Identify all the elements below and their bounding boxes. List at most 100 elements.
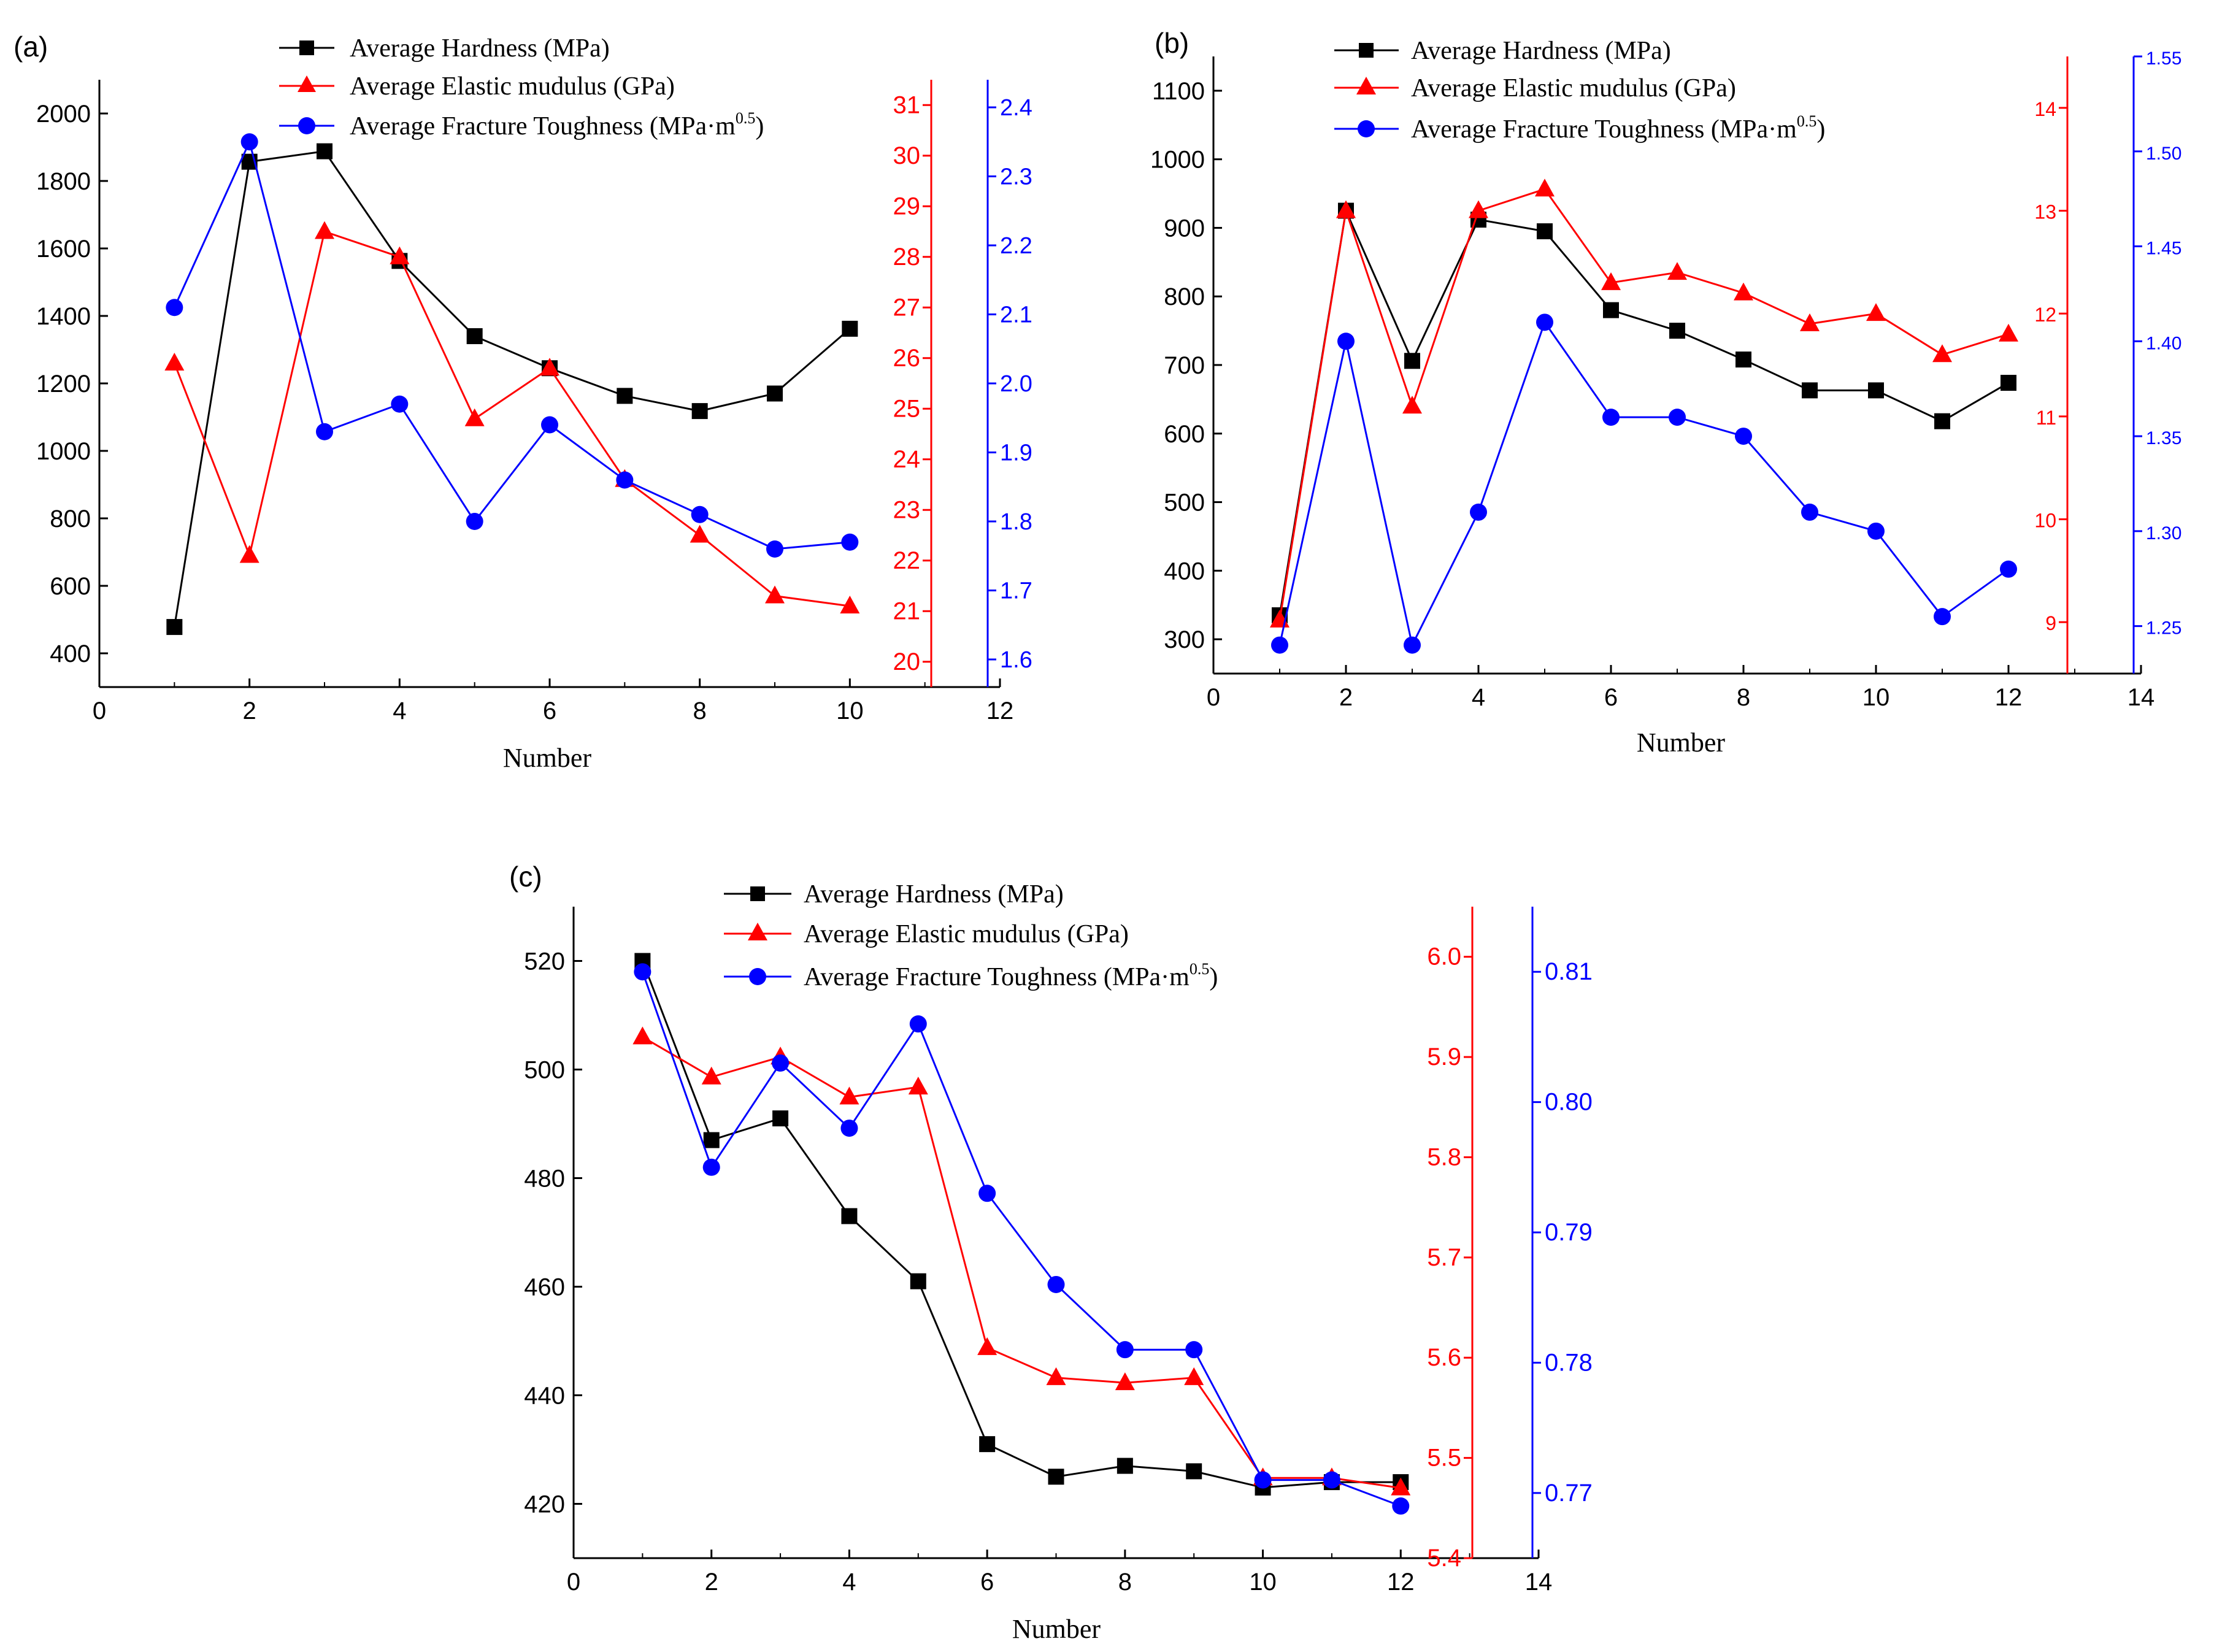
- modulus-point: [1601, 272, 1621, 290]
- hardness-point: [2001, 375, 2016, 391]
- y-left-tick-label: 1200: [36, 371, 91, 398]
- legend-toughness-label: Average Fracture Toughness (MPa·m0.5): [1411, 112, 1825, 144]
- toughness-point: [316, 423, 333, 440]
- y-left-tick-label: 800: [50, 505, 91, 532]
- y-left-tick-label: 440: [524, 1383, 565, 1410]
- toughness-series-line: [173, 139, 850, 550]
- y-left-tick-label: 1600: [36, 236, 91, 263]
- y-left-tick-label: 300: [1164, 626, 1205, 653]
- legend-toughness-marker: [1358, 120, 1375, 137]
- hardness-point: [979, 1436, 996, 1453]
- x-tick-label: 2: [705, 1569, 718, 1596]
- y-right-modulus-tick-label: 14: [2034, 98, 2056, 120]
- y-right-toughness-tick-label: 0.77: [1545, 1480, 1593, 1507]
- legend-toughness-suffix: ): [1209, 963, 1218, 991]
- legend-hardness-marker: [750, 886, 765, 901]
- y-right-toughness-tick-label: 1.25: [2146, 618, 2181, 639]
- legend: Average Hardness (MPa) Average Elastic m…: [1334, 37, 1825, 144]
- legend-toughness-suffix: ): [755, 112, 764, 140]
- x-tick-label: 8: [1737, 684, 1750, 711]
- modulus-point: [765, 585, 785, 604]
- hardness-point: [466, 328, 483, 344]
- legend-hardness-label: Average Hardness (MPa): [804, 880, 1064, 909]
- hardness-point: [317, 143, 332, 159]
- y-right-modulus-tick-label: 23: [893, 496, 921, 523]
- y-left-tick-label: 1100: [1152, 78, 1205, 105]
- toughness-point: [1116, 1341, 1134, 1359]
- modulus-point: [464, 408, 485, 426]
- y-right-toughness-tick-label: 1.45: [2146, 239, 2181, 259]
- plot-area: 0 2 4 6 8 10 12 14 420 440 460 480 500 520 5.4 5.5 5.6 5.…: [524, 907, 1593, 1596]
- modulus-point: [1999, 323, 2018, 342]
- y-left-tick-label: 400: [1164, 558, 1205, 585]
- hardness-point: [1802, 382, 1818, 399]
- panel-a: (a) Number Average Hardness (MPa) Averag…: [13, 31, 1032, 773]
- toughness-point: [978, 1185, 996, 1202]
- x-tick-label: 12: [1387, 1569, 1415, 1596]
- toughness-point: [702, 1158, 720, 1176]
- toughness-point: [1735, 428, 1752, 445]
- y-right-modulus-tick-label: 24: [893, 446, 921, 473]
- panel-b: (b) Number Average Hardness (MPa) Averag…: [1150, 27, 2181, 758]
- y-right-toughness-tick-label: 1.7: [1000, 578, 1032, 604]
- y-left-tick-label: 1000: [1150, 147, 1205, 174]
- toughness-point: [1404, 636, 1421, 654]
- panel-label: (b): [1155, 27, 1189, 59]
- y-left-tick-label: 600: [50, 573, 91, 600]
- y-left-tick-label: 500: [1164, 490, 1205, 517]
- toughness-point: [541, 416, 558, 434]
- y-left-tick-label: 420: [524, 1491, 565, 1518]
- toughness-point: [1801, 503, 1818, 521]
- hardness-series-line: [641, 960, 1401, 1489]
- legend: Average Hardness (MPa) Average Elastic m…: [279, 34, 764, 140]
- hardness-series-line: [1278, 207, 2009, 616]
- y-right-modulus-tick-label: 9: [2045, 612, 2056, 634]
- legend-modulus-label: Average Elastic mudulus (GPa): [1411, 74, 1736, 102]
- y-right-toughness-tick-label: 2.1: [1000, 302, 1032, 328]
- modulus-point: [908, 1077, 928, 1095]
- y-left-tick-label: 1800: [36, 168, 91, 195]
- toughness-series-line: [641, 971, 1401, 1507]
- hardness-point: [1735, 352, 1751, 368]
- x-tick-label: 8: [693, 697, 707, 724]
- hardness-point: [1934, 413, 1950, 429]
- y-right-modulus-tick-label: 20: [893, 648, 921, 675]
- x-tick-label: 4: [393, 697, 406, 724]
- x-tick-label: 0: [567, 1569, 580, 1596]
- hardness-point: [1186, 1463, 1202, 1480]
- x-tick-label: 6: [980, 1569, 994, 1596]
- legend-toughness-exp: 0.5: [1797, 112, 1817, 130]
- y-right-modulus-tick-label: 6.0: [1427, 943, 1461, 970]
- toughness-point: [1536, 313, 1553, 331]
- x-tick-label: 4: [1472, 684, 1485, 711]
- legend-toughness-prefix: Average Fracture Toughness (MPa·m: [804, 963, 1190, 991]
- hardness-point: [1603, 302, 1619, 318]
- hardness-series-line: [173, 150, 851, 628]
- legend-toughness-prefix: Average Fracture Toughness (MPa·m: [350, 112, 736, 140]
- plot-area: 0 2 4 6 8 10 124006008001000120014001600180020…: [36, 80, 1032, 724]
- y-right-toughness-tick-label: 0.78: [1545, 1349, 1593, 1376]
- toughness-point: [909, 1015, 927, 1033]
- legend-toughness-marker: [298, 117, 315, 134]
- y-right-toughness-tick-label: 1.8: [1000, 509, 1032, 535]
- toughness-point: [691, 505, 709, 523]
- toughness-point: [1337, 332, 1355, 350]
- y-left-tick-label: 500: [524, 1057, 565, 1084]
- toughness-series-line: [1278, 320, 2009, 648]
- y-right-modulus-tick-label: 10: [2034, 510, 2056, 532]
- y-right-toughness-tick-label: 1.50: [2146, 144, 2181, 164]
- x-tick-label: 0: [1207, 684, 1220, 711]
- toughness-point: [391, 395, 409, 413]
- toughness-point: [634, 963, 652, 981]
- toughness-point: [466, 513, 483, 530]
- y-right-modulus-tick-label: 21: [893, 597, 921, 624]
- modulus-point: [701, 1066, 721, 1085]
- y-right-toughness-tick-label: 1.30: [2146, 523, 2181, 544]
- x-tick-label: 8: [1118, 1569, 1132, 1596]
- hardness-point: [767, 385, 783, 402]
- legend-modulus-marker: [1356, 77, 1376, 94]
- legend-hardness-label: Average Hardness (MPa): [350, 34, 610, 63]
- modulus-point: [1115, 1372, 1135, 1391]
- y-right-modulus-tick-label: 5.4: [1427, 1545, 1461, 1572]
- x-tick-label: 4: [842, 1569, 856, 1596]
